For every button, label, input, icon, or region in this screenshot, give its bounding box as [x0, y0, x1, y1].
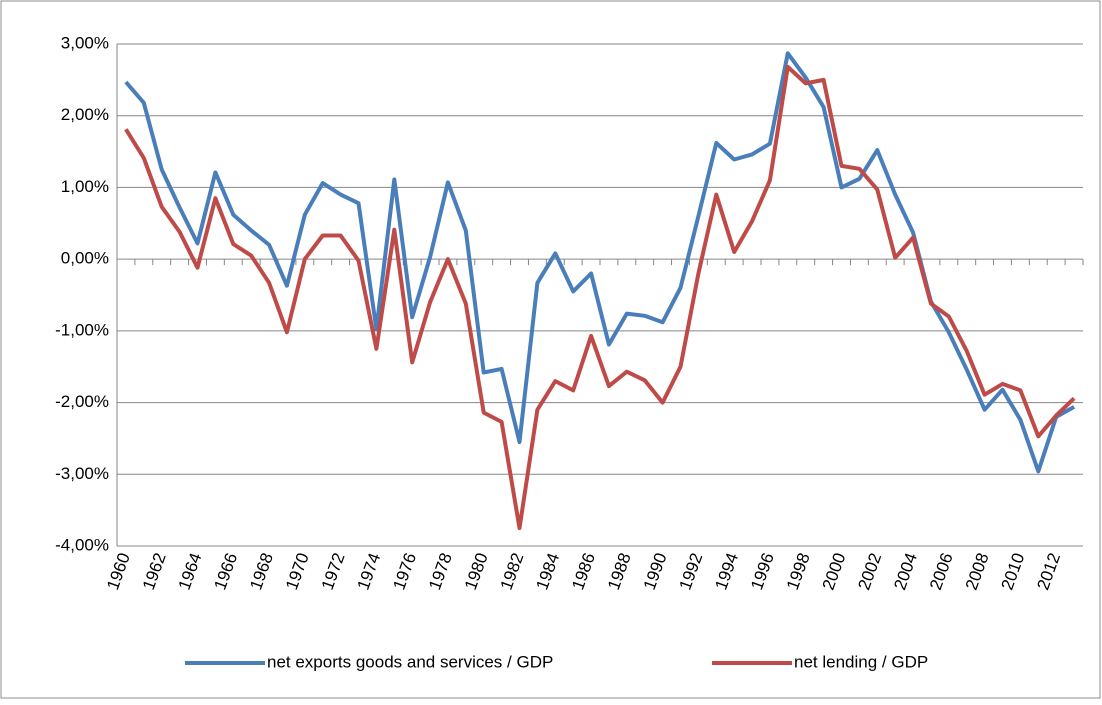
y-tick-label: -1,00%: [55, 320, 109, 339]
y-tick-label: 2,00%: [61, 105, 109, 124]
series-line: [124, 64, 1076, 531]
legend-label: net exports goods and services / GDP: [267, 652, 553, 671]
y-tick-label: -4,00%: [55, 535, 109, 554]
y-tick-label: -3,00%: [55, 464, 109, 483]
y-tick-label: 0,00%: [61, 249, 109, 268]
y-tick-label: 1,00%: [61, 177, 109, 196]
y-tick-label: 3,00%: [61, 33, 109, 52]
y-tick-label: -2,00%: [55, 392, 109, 411]
legend-label: net lending / GDP: [794, 652, 928, 671]
